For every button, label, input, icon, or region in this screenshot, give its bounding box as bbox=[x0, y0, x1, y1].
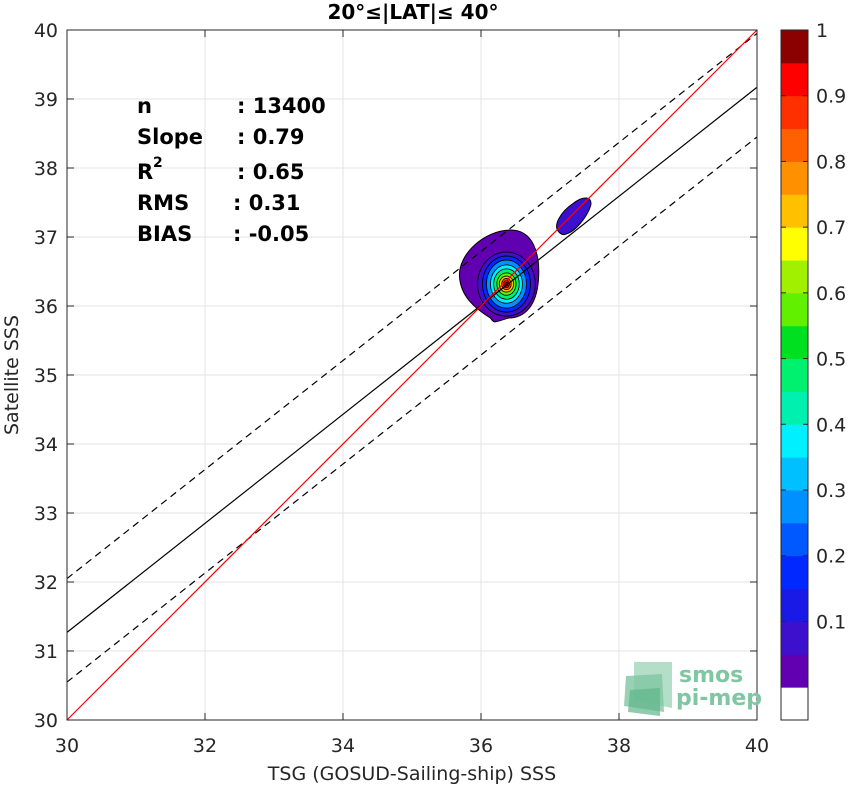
y-tick-label: 37 bbox=[34, 227, 58, 249]
stat-value: : 0.65 bbox=[237, 160, 305, 184]
colorbar-tick-label: 0.9 bbox=[816, 86, 846, 108]
colorbar-segment bbox=[781, 687, 808, 721]
y-tick-label: 38 bbox=[34, 158, 58, 180]
stat-label: n bbox=[137, 94, 152, 118]
y-tick-label: 34 bbox=[34, 434, 58, 456]
colorbar-segment bbox=[781, 62, 808, 97]
y-tick-label: 35 bbox=[34, 365, 58, 387]
x-axis-label: TSG (GOSUD-Sailing-ship) SSS bbox=[267, 763, 556, 785]
colorbar-segment bbox=[781, 588, 808, 622]
colorbar-segment bbox=[781, 654, 808, 688]
smos-pimep-logo: smos pi-mep bbox=[624, 662, 762, 716]
colorbar-tick-label: 0.6 bbox=[816, 283, 846, 305]
colorbar-tick-label: 0.5 bbox=[816, 349, 846, 371]
colorbar-segment bbox=[781, 457, 808, 491]
y-tick-label: 31 bbox=[34, 641, 58, 663]
fit-line bbox=[66, 86, 758, 633]
y-tick-label: 40 bbox=[34, 20, 58, 42]
y-tick-label: 36 bbox=[34, 296, 58, 318]
plot-area bbox=[66, 29, 758, 721]
y-axis: 30 31 32 33 34 35 36 37 38 39 40 bbox=[34, 20, 757, 732]
y-tick-label: 33 bbox=[34, 503, 58, 525]
y-tick-label: 32 bbox=[34, 572, 58, 594]
stat-value: : 0.79 bbox=[237, 125, 305, 149]
x-tick-label: 34 bbox=[331, 735, 355, 757]
colorbar-segment bbox=[781, 621, 808, 655]
chart-title: 20°≤|LAT|≤ 40° bbox=[327, 0, 498, 24]
colorbar-segment bbox=[781, 260, 808, 294]
regression-lines bbox=[66, 29, 758, 721]
colorbar-tick-label: 0.3 bbox=[816, 480, 846, 502]
colorbar-tick-label: 0.2 bbox=[816, 546, 846, 568]
colorbar-segment bbox=[781, 522, 808, 557]
stat-label: R bbox=[137, 160, 153, 184]
colorbar-tick-label: 0.8 bbox=[816, 151, 846, 173]
stat-label: Slope bbox=[137, 125, 203, 149]
stat-value: : 0.31 bbox=[233, 191, 301, 215]
colorbar-frame bbox=[780, 29, 809, 721]
colorbar-tick-label: 1 bbox=[816, 20, 828, 42]
x-tick-label: 40 bbox=[745, 735, 769, 757]
identity-line bbox=[66, 29, 758, 721]
x-tick-label: 38 bbox=[607, 735, 631, 757]
colorbar: 0.1 0.2 0.3 0.4 0.5 0.6 0.7 0.8 0.9 1 bbox=[780, 20, 846, 721]
colorbar-segment bbox=[781, 95, 808, 130]
colorbar-segment bbox=[781, 555, 808, 590]
stat-value: : -0.05 bbox=[233, 222, 309, 246]
stat-label: RMS bbox=[137, 191, 189, 215]
logo-line1: smos bbox=[679, 663, 743, 688]
x-tick-label: 32 bbox=[193, 735, 217, 757]
colorbar-tick-label: 0.1 bbox=[816, 611, 846, 633]
colorbar-segment bbox=[781, 128, 808, 162]
fit-upper-dashed-line bbox=[66, 32, 758, 580]
grid bbox=[66, 29, 758, 721]
colorbar-segment bbox=[781, 30, 808, 64]
stat-label: BIAS bbox=[137, 222, 192, 246]
stat-label-sup: 2 bbox=[153, 155, 163, 171]
y-tick-label: 39 bbox=[34, 89, 58, 111]
colorbar-segment bbox=[781, 292, 808, 327]
colorbar-tick-label: 0.7 bbox=[816, 217, 846, 239]
colorbar-segment bbox=[781, 194, 808, 228]
colorbar-segment bbox=[781, 490, 808, 524]
stat-value: : 13400 bbox=[237, 94, 326, 118]
colorbar-segment bbox=[781, 227, 808, 261]
colorbar-segment bbox=[781, 325, 808, 360]
colorbar-segment bbox=[781, 161, 808, 195]
y-tick-label: 30 bbox=[34, 710, 58, 732]
contour-level-secondary bbox=[556, 197, 592, 236]
colorbar-segment bbox=[781, 391, 808, 425]
colorbar-segment bbox=[781, 424, 808, 458]
x-axis: 30 32 34 36 38 40 bbox=[55, 30, 769, 757]
colorbar-segment bbox=[781, 358, 808, 392]
logo-line2: pi-mep bbox=[676, 686, 762, 711]
statistics-block: n : 13400 Slope : 0.79 R 2 : 0.65 RMS : 0.31 BIAS… bbox=[137, 94, 326, 246]
y-axis-label: Satellite SSS bbox=[1, 315, 23, 435]
fit-lower-dashed-line bbox=[66, 136, 758, 683]
colorbar-tick-label: 0.4 bbox=[816, 414, 846, 436]
x-tick-label: 36 bbox=[469, 735, 493, 757]
x-tick-label: 30 bbox=[55, 735, 79, 757]
